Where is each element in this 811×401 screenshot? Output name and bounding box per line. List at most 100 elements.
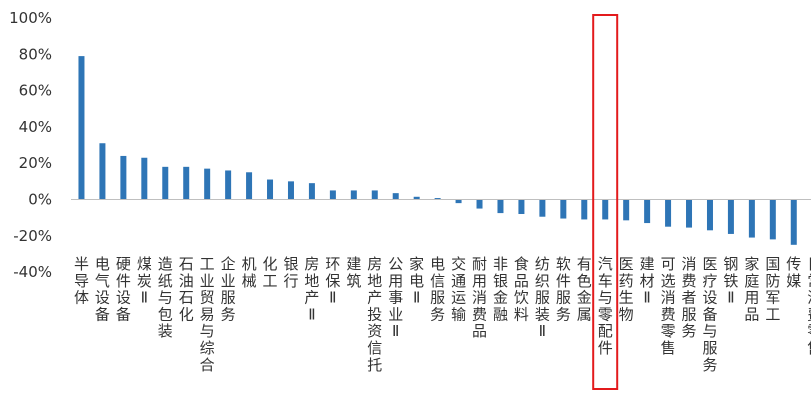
bar: [287, 181, 294, 200]
x-tick-label: 煤炭 Ⅱ: [137, 255, 152, 307]
bar: [162, 166, 169, 200]
bar: [476, 199, 483, 209]
x-tick-label: 日常消费零售: [807, 255, 811, 357]
bar: [581, 199, 588, 220]
bar: [204, 168, 211, 200]
bar: [78, 56, 85, 200]
bar: [308, 183, 315, 200]
svg-text:国防军工: 国防军工: [765, 255, 780, 323]
svg-text:传媒: 传媒: [786, 255, 801, 290]
x-tick-label: 耐用消费品: [472, 255, 487, 340]
svg-text:软件服务: 软件服务: [556, 255, 571, 323]
x-tick-label: 公用事业 Ⅱ: [388, 255, 403, 340]
svg-text:化工: 化工: [263, 255, 278, 290]
bar: [183, 166, 190, 200]
x-tick-label: 家电 Ⅱ: [409, 255, 424, 307]
bar: [392, 193, 399, 200]
y-tick-label: 40%: [19, 118, 52, 136]
x-tick-label: 食品饮料: [514, 255, 529, 323]
svg-text:电气设备: 电气设备: [95, 255, 110, 323]
svg-text:交通运输: 交通运输: [451, 255, 466, 323]
bar: [727, 199, 734, 234]
bar: [602, 199, 609, 220]
y-tick-label: 20%: [19, 154, 52, 172]
x-tick-label: 建材 Ⅱ: [640, 255, 655, 307]
bar: [413, 196, 420, 200]
x-tick-label: 机械: [242, 255, 257, 290]
x-tick-label: 石油石化: [179, 255, 194, 323]
bar: [99, 143, 106, 200]
bar: [371, 190, 378, 200]
bar: [455, 199, 462, 204]
x-tick-label: 消费者服务: [682, 255, 697, 340]
bar: [644, 199, 651, 224]
y-tick-label: 100%: [9, 9, 52, 27]
svg-text:可选消费零售: 可选消费零售: [661, 255, 676, 357]
svg-text:造纸与包装: 造纸与包装: [158, 255, 173, 340]
bar: [246, 172, 253, 200]
svg-text:医药生物: 医药生物: [619, 255, 634, 323]
svg-text:医疗设备与服务: 医疗设备与服务: [702, 255, 717, 374]
x-tick-label: 纺织服装 Ⅱ: [535, 255, 550, 340]
svg-text:机械: 机械: [242, 255, 257, 290]
bar: [120, 155, 127, 200]
bar: [434, 198, 441, 200]
svg-text:有色金属: 有色金属: [577, 255, 592, 323]
y-tick-label: -40%: [13, 263, 52, 281]
y-tick-label: 0%: [28, 191, 52, 209]
bar: [769, 199, 776, 240]
x-tick-label: 银行: [283, 255, 298, 290]
bar: [686, 199, 693, 228]
bar: [350, 190, 357, 200]
x-tick-label: 汽车与零配件: [598, 255, 613, 357]
svg-text:食品饮料: 食品饮料: [514, 255, 529, 323]
bar: [665, 199, 672, 227]
x-tick-label: 家庭用品: [744, 255, 759, 323]
x-tick-label: 医疗设备与服务: [702, 255, 717, 374]
svg-text:电信服务: 电信服务: [430, 255, 445, 323]
x-tick-label: 有色金属: [577, 255, 592, 323]
bar: [141, 157, 148, 200]
svg-text:硬件设备: 硬件设备: [116, 255, 131, 323]
bar: [539, 199, 546, 217]
svg-text:耐用消费品: 耐用消费品: [472, 255, 487, 340]
svg-text:消费者服务: 消费者服务: [682, 255, 697, 340]
x-tick-label: 化工: [263, 255, 278, 290]
bar: [497, 199, 504, 214]
bar: [560, 199, 567, 219]
x-tick-label: 电信服务: [430, 255, 445, 323]
x-tick-label: 传媒: [786, 255, 801, 290]
svg-text:半导体: 半导体: [74, 255, 89, 307]
x-tick-label: 交通运输: [451, 255, 466, 323]
x-tick-label: 可选消费零售: [661, 255, 676, 357]
svg-text:建筑: 建筑: [346, 255, 361, 290]
svg-text:家庭用品: 家庭用品: [744, 255, 759, 323]
bar: [518, 199, 525, 214]
svg-text:工业贸易与综合: 工业贸易与综合: [200, 255, 215, 374]
x-tick-label: 非银金融: [493, 255, 508, 323]
x-tick-label: 医药生物: [619, 255, 634, 323]
svg-text:日常消费零售: 日常消费零售: [807, 255, 811, 357]
highlight-box: [592, 14, 619, 390]
x-tick-label: 环保 Ⅱ: [325, 255, 340, 307]
y-tick-label: 60%: [19, 82, 52, 100]
y-tick-label: -20%: [13, 227, 52, 245]
svg-text:银行: 银行: [283, 255, 298, 290]
bar: [267, 179, 274, 200]
x-tick-label: 房地产投资信托: [367, 255, 382, 374]
x-tick-label: 国防军工: [765, 255, 780, 323]
x-tick-label: 硬件设备: [116, 255, 131, 323]
svg-text:房地产投资信托: 房地产投资信托: [367, 255, 382, 374]
x-tick-label: 房地产 Ⅱ: [304, 255, 319, 323]
x-tick-label: 企业服务: [221, 255, 236, 323]
svg-text:企业服务: 企业服务: [221, 255, 236, 323]
svg-text:汽车与零配件: 汽车与零配件: [598, 255, 613, 357]
bar: [706, 199, 713, 231]
